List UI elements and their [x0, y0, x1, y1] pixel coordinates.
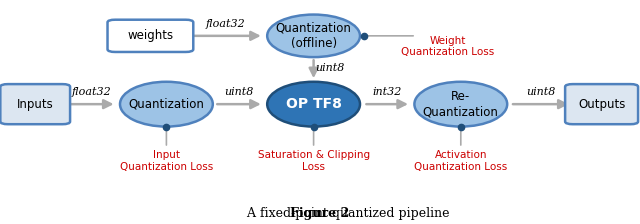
Text: Saturation & Clipping
Loss: Saturation & Clipping Loss: [257, 150, 370, 172]
Text: Weight
Quantization Loss: Weight Quantization Loss: [401, 36, 495, 57]
Text: A fixed-point quantized pipeline: A fixed-point quantized pipeline: [191, 207, 449, 220]
FancyBboxPatch shape: [565, 84, 638, 124]
Ellipse shape: [268, 15, 360, 57]
Text: int32: int32: [372, 87, 402, 97]
Ellipse shape: [268, 82, 360, 127]
Text: OP TF8: OP TF8: [285, 97, 342, 111]
Text: float32: float32: [205, 19, 245, 29]
Text: Re-
Quantization: Re- Quantization: [423, 90, 499, 118]
Text: Quantization
(offline): Quantization (offline): [276, 22, 351, 50]
Text: Quantization: Quantization: [129, 98, 204, 111]
Text: float32: float32: [72, 87, 111, 97]
Ellipse shape: [120, 82, 212, 127]
Text: Figure 2: Figure 2: [291, 207, 349, 220]
Ellipse shape: [415, 82, 507, 127]
Text: Input
Quantization Loss: Input Quantization Loss: [120, 150, 213, 172]
Text: weights: weights: [127, 29, 173, 42]
Text: Activation
Quantization Loss: Activation Quantization Loss: [414, 150, 508, 172]
Text: Inputs: Inputs: [17, 98, 54, 111]
Text: uint8: uint8: [526, 87, 556, 97]
FancyBboxPatch shape: [108, 20, 193, 52]
FancyBboxPatch shape: [0, 84, 70, 124]
Text: uint8: uint8: [225, 87, 254, 97]
Text: uint8: uint8: [316, 63, 345, 73]
Text: Outputs: Outputs: [578, 98, 625, 111]
